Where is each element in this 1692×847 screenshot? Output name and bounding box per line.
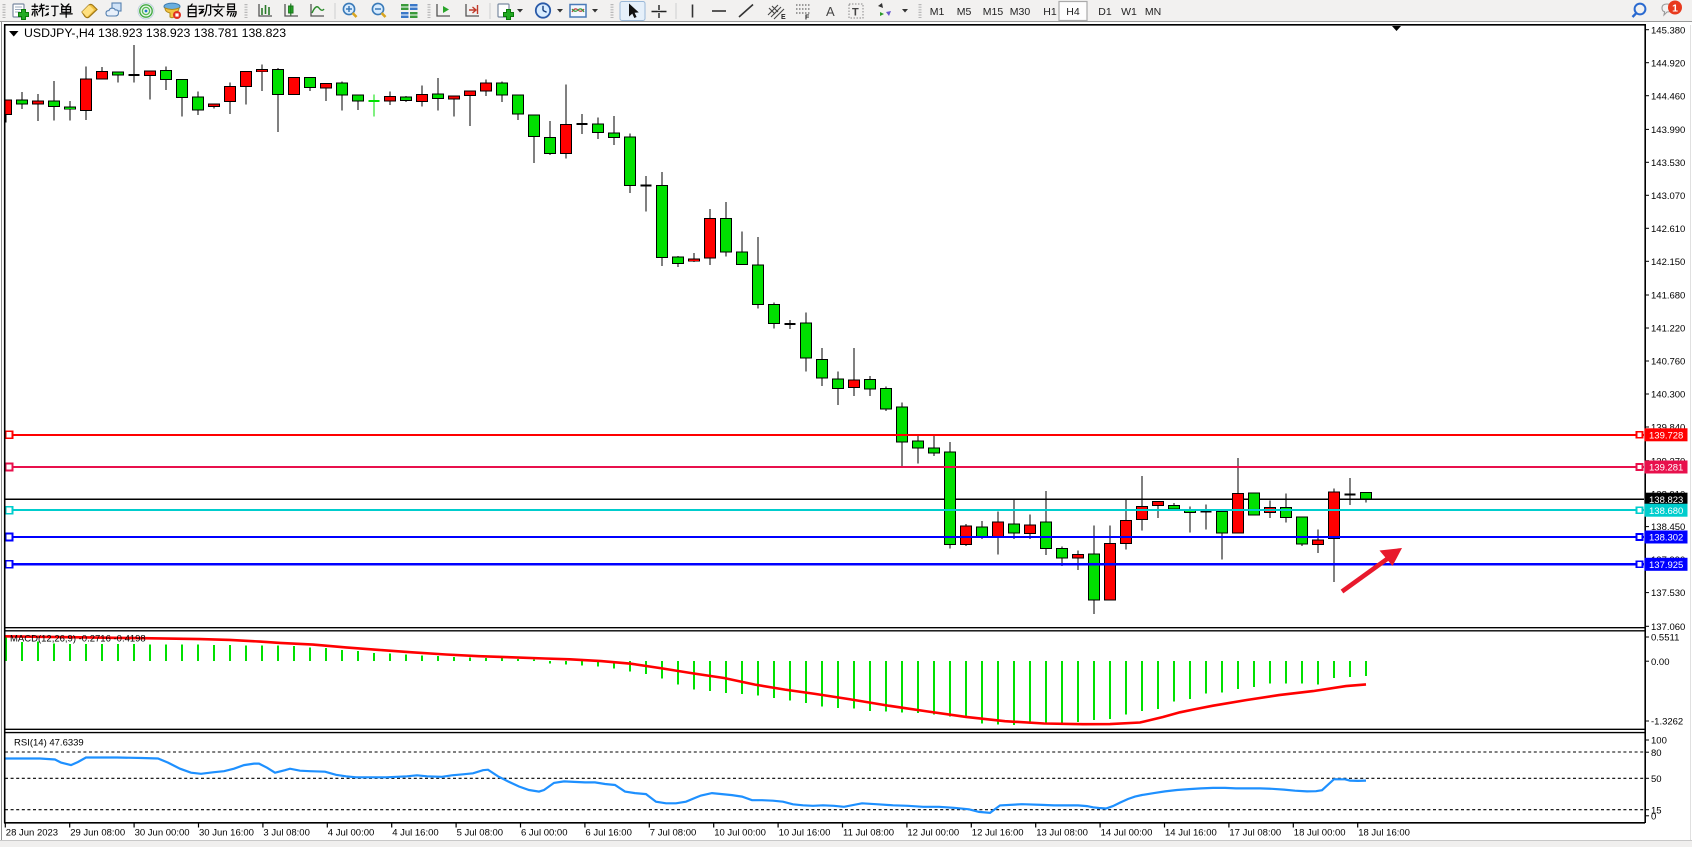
- svg-text:139.281: 139.281: [1649, 463, 1683, 474]
- svg-text:139.840: 139.840: [1651, 423, 1685, 434]
- svg-text:11 Jul 08:00: 11 Jul 08:00: [843, 828, 894, 839]
- svg-text:0: 0: [1651, 811, 1656, 822]
- svg-text:0.00: 0.00: [1651, 657, 1670, 668]
- svg-text:137.530: 137.530: [1651, 588, 1685, 599]
- svg-text:H4: H4: [1066, 6, 1080, 18]
- svg-text:RSI(14) 47.6339: RSI(14) 47.6339: [14, 738, 84, 749]
- svg-text:M5: M5: [957, 6, 972, 18]
- svg-text:M30: M30: [1010, 6, 1031, 18]
- svg-text:141.680: 141.680: [1651, 291, 1685, 302]
- svg-text:12 Jul 00:00: 12 Jul 00:00: [907, 828, 959, 839]
- svg-text:30 Jun 00:00: 30 Jun 00:00: [135, 828, 190, 839]
- svg-text:143.990: 143.990: [1651, 125, 1685, 136]
- svg-text:MACD(12,26,9) -0.2716 -0.4198: MACD(12,26,9) -0.2716 -0.4198: [10, 634, 146, 645]
- svg-text:28 Jun 2023: 28 Jun 2023: [6, 828, 58, 839]
- svg-text:F: F: [805, 15, 810, 22]
- svg-text:14 Jul 16:00: 14 Jul 16:00: [1165, 828, 1217, 839]
- svg-text:10 Jul 16:00: 10 Jul 16:00: [779, 828, 831, 839]
- svg-text:A: A: [826, 4, 835, 19]
- svg-text:3 Jul 08:00: 3 Jul 08:00: [263, 828, 309, 839]
- svg-text:D1: D1: [1098, 6, 1112, 18]
- svg-text:139.728: 139.728: [1649, 430, 1683, 441]
- svg-text:13 Jul 08:00: 13 Jul 08:00: [1036, 828, 1088, 839]
- svg-text:MN: MN: [1145, 6, 1161, 18]
- svg-text:T: T: [852, 7, 859, 19]
- svg-text:7 Jul 08:00: 7 Jul 08:00: [650, 828, 696, 839]
- svg-text:W1: W1: [1121, 6, 1137, 18]
- svg-text:5 Jul 08:00: 5 Jul 08:00: [457, 828, 503, 839]
- svg-text:0.5511: 0.5511: [1651, 633, 1679, 644]
- svg-text:H1: H1: [1043, 6, 1057, 18]
- svg-text:144.920: 144.920: [1651, 58, 1685, 69]
- svg-text:140.300: 140.300: [1651, 390, 1685, 401]
- svg-text:137.060: 137.060: [1651, 622, 1685, 633]
- svg-text:143.070: 143.070: [1651, 191, 1685, 202]
- svg-text:141.220: 141.220: [1651, 324, 1685, 335]
- svg-text:142.150: 142.150: [1651, 257, 1685, 268]
- svg-text:-1.3262: -1.3262: [1651, 717, 1683, 728]
- svg-text:142.610: 142.610: [1651, 224, 1685, 235]
- svg-text:30 Jun 16:00: 30 Jun 16:00: [199, 828, 254, 839]
- svg-text:M15: M15: [983, 6, 1004, 18]
- svg-text:18 Jul 16:00: 18 Jul 16:00: [1358, 828, 1410, 839]
- svg-text:143.530: 143.530: [1651, 158, 1685, 169]
- svg-text:E: E: [781, 14, 786, 21]
- svg-text:18 Jul 00:00: 18 Jul 00:00: [1294, 828, 1346, 839]
- svg-text:4 Jul 16:00: 4 Jul 16:00: [392, 828, 438, 839]
- svg-text:140.760: 140.760: [1651, 357, 1685, 368]
- svg-text:137.925: 137.925: [1649, 560, 1683, 571]
- svg-text:50: 50: [1651, 774, 1662, 785]
- svg-text:145.380: 145.380: [1651, 25, 1685, 36]
- svg-text:6 Jul 16:00: 6 Jul 16:00: [585, 828, 631, 839]
- svg-text:138.823: 138.823: [1649, 495, 1683, 506]
- svg-text:6 Jul 00:00: 6 Jul 00:00: [521, 828, 567, 839]
- svg-text:M1: M1: [930, 6, 945, 18]
- svg-text:USDJPY-,H4 138.923 138.923 13: USDJPY-,H4 138.923 138.923 138.781 138.8…: [24, 26, 286, 40]
- svg-text:4 Jul 00:00: 4 Jul 00:00: [328, 828, 374, 839]
- svg-text:80: 80: [1651, 748, 1662, 759]
- svg-text:138.450: 138.450: [1651, 522, 1685, 533]
- svg-text:12 Jul 16:00: 12 Jul 16:00: [972, 828, 1024, 839]
- svg-text:14 Jul 00:00: 14 Jul 00:00: [1101, 828, 1153, 839]
- svg-text:17 Jul 08:00: 17 Jul 08:00: [1229, 828, 1281, 839]
- svg-text:29 Jun 08:00: 29 Jun 08:00: [70, 828, 125, 839]
- svg-text:144.460: 144.460: [1651, 91, 1685, 102]
- svg-text:138.302: 138.302: [1649, 533, 1683, 544]
- svg-text:15: 15: [1651, 805, 1662, 816]
- svg-text:10 Jul 00:00: 10 Jul 00:00: [714, 828, 766, 839]
- svg-text:100: 100: [1651, 736, 1667, 747]
- svg-text:138.680: 138.680: [1649, 506, 1683, 517]
- svg-text:1: 1: [1672, 2, 1678, 14]
